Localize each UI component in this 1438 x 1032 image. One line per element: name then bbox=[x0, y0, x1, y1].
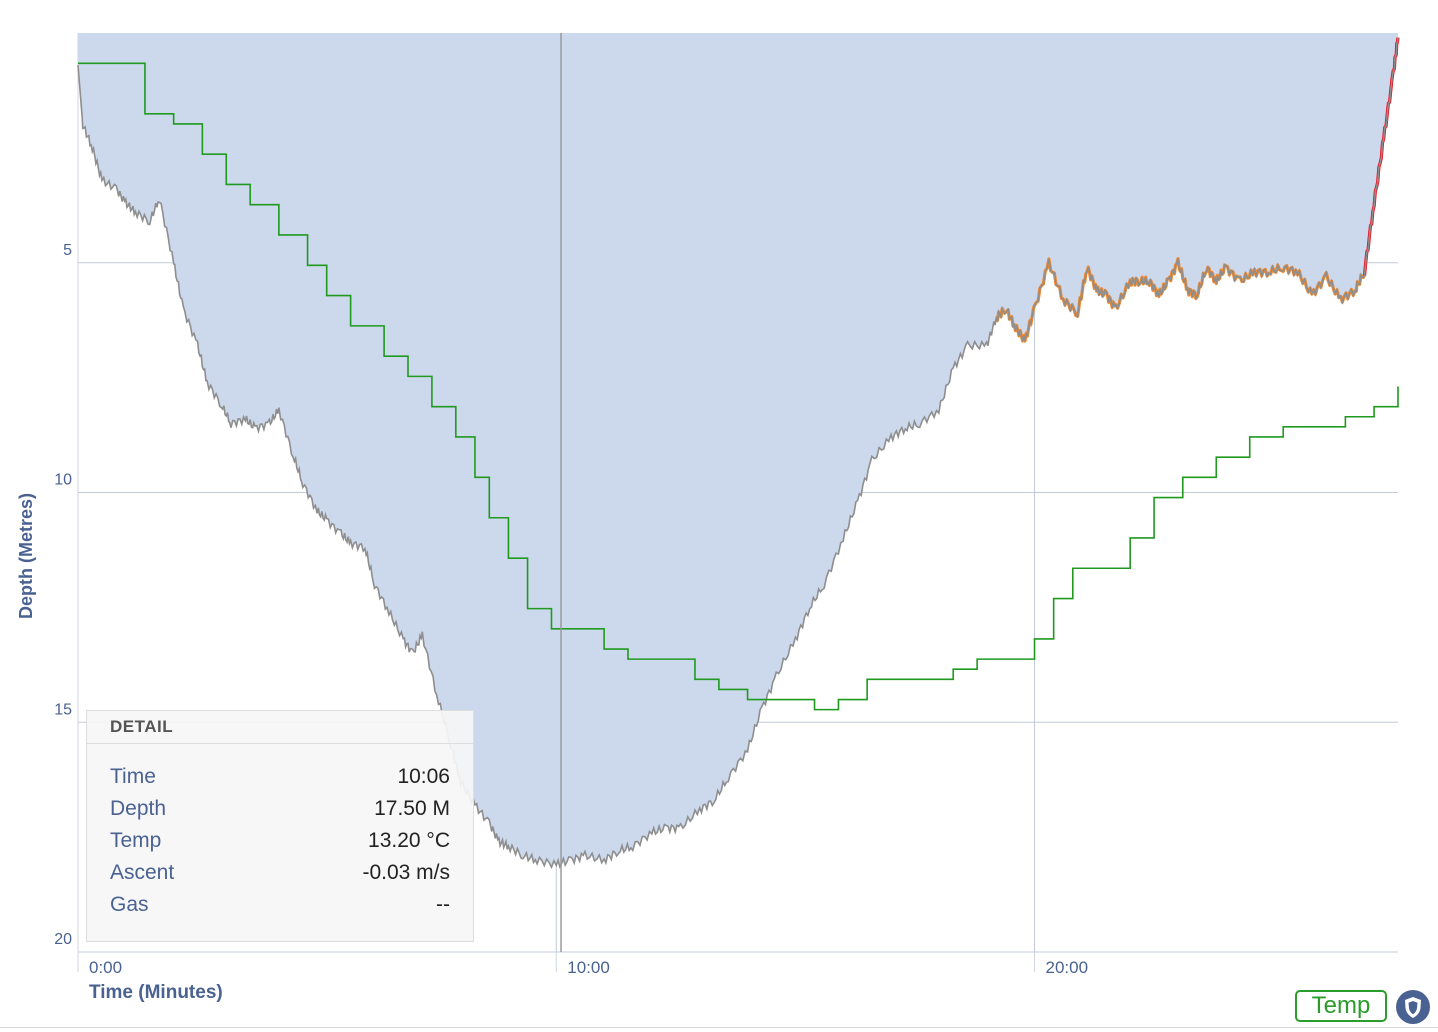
y-tick-label: 5 bbox=[63, 242, 72, 259]
x-tick-label: 0:00 bbox=[89, 958, 122, 977]
shield-icon bbox=[1405, 997, 1421, 1018]
detail-label: Time bbox=[110, 765, 156, 788]
x-axis-label: Time (Minutes) bbox=[89, 982, 223, 1003]
detail-value: -0.03 m/s bbox=[362, 861, 450, 884]
x-tick-label: 20:00 bbox=[1046, 958, 1089, 977]
detail-row-temp: Temp 13.20 °C bbox=[110, 825, 450, 857]
shield-button[interactable] bbox=[1396, 990, 1430, 1024]
detail-row-gas: Gas -- bbox=[110, 889, 450, 921]
detail-value: 10:06 bbox=[397, 765, 450, 788]
y-axis-ticks: 5 10 15 20 bbox=[54, 242, 72, 948]
bottom-divider bbox=[0, 1027, 1438, 1028]
depth-line bbox=[77, 37, 1399, 870]
temp-line bbox=[78, 62, 1399, 711]
depth-area bbox=[78, 33, 1398, 868]
detail-label: Gas bbox=[110, 893, 149, 916]
y-tick-label: 20 bbox=[54, 931, 72, 948]
y-tick-label: 15 bbox=[54, 701, 72, 718]
detail-label: Ascent bbox=[110, 861, 175, 884]
x-tick-label: 10:00 bbox=[567, 958, 610, 977]
detail-value: 17.50 M bbox=[374, 797, 450, 820]
detail-value: 13.20 °C bbox=[368, 829, 450, 852]
y-tick-label: 10 bbox=[54, 472, 72, 489]
detail-row-time: Time 10:06 bbox=[110, 761, 450, 793]
x-axis-ticks: 0:00 10:00 20:00 bbox=[77, 952, 1089, 977]
temp-toggle-button[interactable]: Temp bbox=[1295, 990, 1387, 1022]
detail-value: -- bbox=[436, 893, 450, 916]
detail-label: Depth bbox=[110, 797, 167, 820]
detail-title: DETAIL bbox=[87, 711, 473, 744]
detail-row-ascent: Ascent -0.03 m/s bbox=[110, 857, 450, 889]
detail-row-depth: Depth 17.50 M bbox=[110, 793, 450, 825]
detail-panel: DETAIL Time 10:06 Depth 17.50 M Temp 13.… bbox=[86, 710, 474, 942]
detail-label: Temp bbox=[110, 829, 162, 852]
y-axis-label: Depth (Metres) bbox=[16, 493, 36, 619]
